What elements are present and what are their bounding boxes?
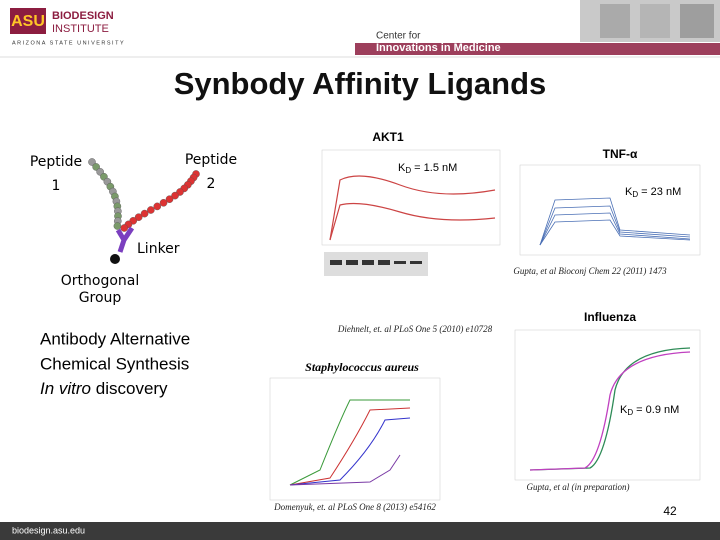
growth-curve xyxy=(289,407,411,486)
citation: Gupta, et al (in preparation) xyxy=(527,482,630,492)
growth-curve xyxy=(289,417,411,486)
peptide-label: Peptide xyxy=(30,154,82,170)
bead xyxy=(140,209,149,218)
kd-label: KD = 1.5 nM xyxy=(398,162,457,175)
university: ARIZONA STATE UNIVERSITY xyxy=(12,40,125,46)
sensorgram xyxy=(329,202,496,241)
chart-frame xyxy=(269,377,441,501)
citation: Gupta, et al Bioconj Chem 22 (2011) 1473 xyxy=(513,266,667,276)
bead xyxy=(165,195,174,203)
photo xyxy=(680,4,714,38)
panel-title: Staphylococcus aureus xyxy=(305,360,419,374)
footer-url: biodesign.asu.edu xyxy=(12,525,85,535)
sensorgrams xyxy=(539,197,691,246)
orthogonal-label: Orthogonal xyxy=(61,273,140,289)
photo xyxy=(640,4,670,38)
bead xyxy=(113,222,122,230)
bead xyxy=(147,206,155,214)
peptide-label: Peptide xyxy=(185,152,237,168)
chart-frame xyxy=(514,329,701,481)
bead xyxy=(153,202,162,211)
sensorgram xyxy=(329,175,496,241)
bead xyxy=(92,163,100,171)
blot-bands xyxy=(330,260,422,265)
feature: Antibody Alternative xyxy=(40,329,190,348)
logo: ASU xyxy=(11,13,45,30)
logo-box xyxy=(10,8,46,34)
citation: Domenyuk, et. al PLoS One 8 (2013) e5416… xyxy=(273,502,436,512)
institute-line: BIODESIGN xyxy=(52,10,114,22)
feature: Chemical Synthesis xyxy=(40,354,189,373)
center-line: Innovations in Medicine xyxy=(376,42,501,54)
panel-title: TNF-α xyxy=(603,147,638,161)
peptide-chains xyxy=(88,158,200,232)
center-line: Center for xyxy=(376,31,421,42)
kd-label: KD = 0.9 nM xyxy=(620,404,679,417)
panel-title: Influenza xyxy=(584,310,636,324)
chart-frame xyxy=(321,149,501,246)
bead xyxy=(88,158,96,166)
kd-label: KD = 23 nM xyxy=(625,186,681,199)
feature: In vitro discovery xyxy=(40,379,168,398)
binding-curve xyxy=(529,351,691,471)
bead xyxy=(171,191,179,200)
chart-frame xyxy=(519,164,701,256)
bead xyxy=(120,224,129,232)
bead xyxy=(134,213,143,221)
institute-line: INSTITUTE xyxy=(52,23,109,35)
growth-curve xyxy=(289,399,410,486)
header-bar xyxy=(355,43,720,55)
peptide-label: 2 xyxy=(207,176,216,192)
linker-shape xyxy=(115,226,135,253)
binding-curve xyxy=(529,347,691,471)
citation: Diehnelt, et. al PLoS One 5 (2010) e1072… xyxy=(337,324,493,334)
slide-title: Synbody Affinity Ligands xyxy=(174,66,547,101)
peptide-label: 1 xyxy=(52,178,61,194)
orthogonal-label: Group xyxy=(79,290,122,306)
footer-bar xyxy=(0,522,720,540)
page-number: 42 xyxy=(663,504,677,518)
orthogonal-dot xyxy=(110,254,120,264)
panel-title: AKT1 xyxy=(372,130,404,144)
photo xyxy=(600,4,630,38)
growth-curve xyxy=(289,454,401,486)
linker-label: Linker xyxy=(137,241,180,257)
bead xyxy=(159,198,168,207)
